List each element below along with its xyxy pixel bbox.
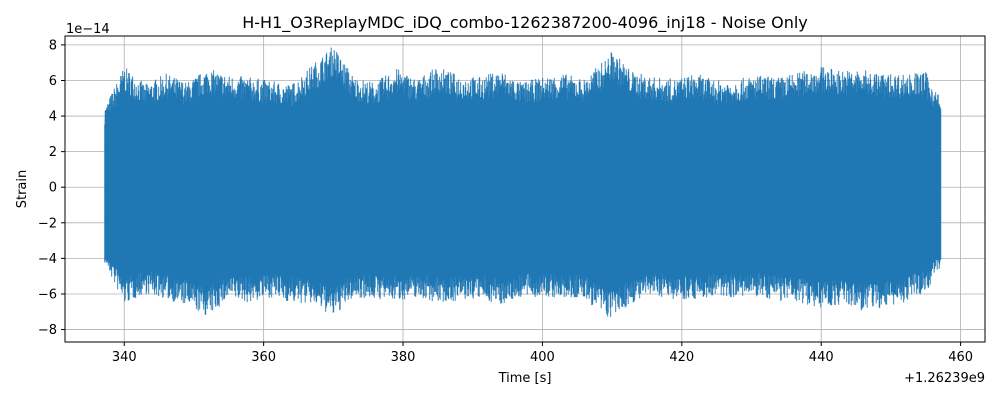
y-tick-label: 2 (49, 145, 57, 160)
x-tick-label: 380 (391, 350, 416, 365)
x-tick-label: 440 (809, 350, 834, 365)
x-offset-label: +1.26239e9 (904, 371, 985, 386)
y-axis-label: Strain (15, 170, 30, 209)
y-tick-label: −4 (38, 252, 57, 267)
y-tick-label: 4 (49, 110, 57, 125)
x-tick-label: 460 (948, 350, 973, 365)
y-axis-ticks: −8 −6 −4 −2 0 2 4 6 8 (38, 38, 65, 338)
y-tick-label: −6 (38, 287, 57, 302)
y-tick-label: −2 (38, 216, 57, 231)
x-axis-ticks: 340 360 380 400 420 440 460 (112, 342, 973, 365)
y-tick-label: 6 (49, 74, 57, 89)
strain-series-core (104, 110, 942, 261)
strain-series (104, 47, 942, 317)
x-tick-label: 360 (251, 350, 276, 365)
x-tick-label: 340 (112, 350, 137, 365)
x-tick-label: 400 (530, 350, 555, 365)
plot-frame (64, 35, 986, 343)
y-tick-label: −8 (38, 323, 57, 338)
chart-title: H-H1_O3ReplayMDC_iDQ_combo-1262387200-40… (242, 13, 808, 33)
y-tick-label: 0 (49, 181, 57, 196)
x-axis-label: Time [s] (498, 371, 552, 386)
y-scale-label: 1e−14 (66, 22, 110, 37)
x-tick-label: 420 (669, 350, 694, 365)
y-tick-label: 8 (49, 38, 57, 53)
